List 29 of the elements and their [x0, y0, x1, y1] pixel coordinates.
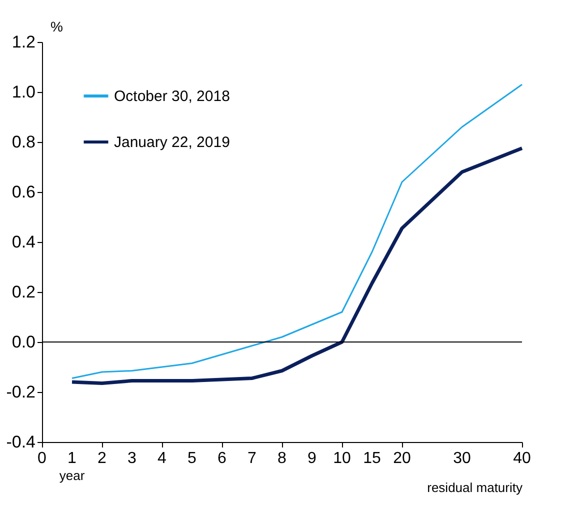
x-axis-title: residual maturity [427, 480, 523, 495]
y-tick-label: 1.2 [12, 32, 36, 52]
y-tick-label: -0.4 [6, 432, 36, 452]
x-tick-label: 7 [248, 450, 257, 467]
text: year [59, 468, 86, 483]
y-tick-label: -0.2 [6, 382, 36, 402]
y-tick-label: 0.0 [12, 332, 36, 352]
y-axis-title: % [50, 18, 63, 34]
x-tick-label: 3 [128, 450, 137, 467]
x-tick-label: 4 [158, 450, 167, 467]
legend-label: October 30, 2018 [114, 88, 230, 105]
y-tick-label: 0.2 [12, 282, 36, 302]
y-tick-label: 0.4 [12, 232, 36, 252]
x-tick-label: 9 [308, 450, 317, 467]
x-tick-label: 40 [513, 450, 531, 467]
x-tick-label: 10 [333, 450, 351, 467]
x-tick-label: 1 [68, 450, 77, 467]
x-tick-label: 0 [38, 450, 47, 467]
x-tick-label: 8 [278, 450, 287, 467]
x-tick-label: 15 [363, 450, 381, 467]
x-tick-label: 5 [188, 450, 197, 467]
x-tick-label: 6 [218, 450, 227, 467]
x-tick-label: 30 [453, 450, 471, 467]
x-tick-label: 2 [98, 450, 107, 467]
y-tick-label: 0.8 [12, 132, 36, 152]
y-tick-label: 1.0 [12, 82, 36, 102]
x-tick-label: 20 [393, 450, 411, 467]
legend-label: January 22, 2019 [114, 134, 230, 151]
y-tick-label: 0.6 [12, 182, 36, 202]
